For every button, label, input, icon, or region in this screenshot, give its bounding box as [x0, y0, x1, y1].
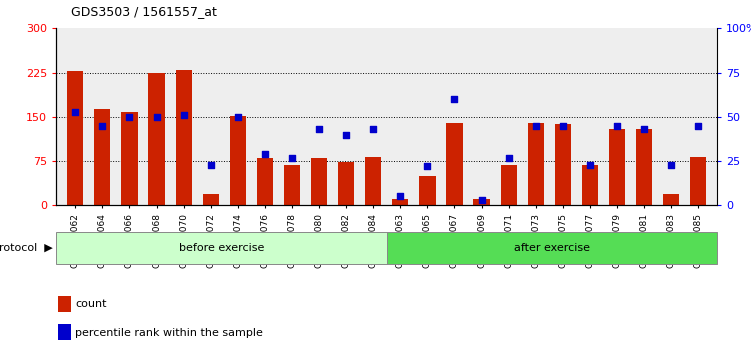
Bar — [419, 176, 436, 205]
Bar — [176, 70, 192, 205]
Bar — [663, 194, 680, 205]
Point — [502, 155, 514, 160]
Bar — [56, 232, 387, 264]
Bar — [500, 165, 517, 205]
Bar — [473, 199, 490, 205]
Bar — [365, 157, 382, 205]
Point — [178, 112, 190, 118]
Point — [150, 114, 162, 120]
Bar — [257, 158, 273, 205]
Bar — [122, 112, 137, 205]
Point — [340, 132, 352, 137]
Bar — [636, 129, 652, 205]
Bar — [528, 123, 544, 205]
Bar — [94, 109, 110, 205]
Bar — [203, 194, 219, 205]
Point — [529, 123, 541, 129]
Point — [232, 114, 244, 120]
Point — [611, 123, 623, 129]
Point — [69, 109, 81, 114]
Point — [123, 114, 135, 120]
Point — [584, 162, 596, 167]
Point — [665, 162, 677, 167]
Text: after exercise: after exercise — [514, 243, 590, 253]
Point — [394, 194, 406, 199]
Point — [259, 151, 271, 157]
Point — [448, 96, 460, 102]
Text: GDS3503 / 1561557_at: GDS3503 / 1561557_at — [71, 5, 217, 18]
Bar — [392, 199, 409, 205]
Bar — [230, 116, 246, 205]
Bar — [311, 158, 327, 205]
Bar — [284, 165, 300, 205]
Point — [638, 126, 650, 132]
Text: count: count — [75, 299, 107, 309]
Point — [313, 126, 325, 132]
Point — [205, 162, 217, 167]
Bar — [67, 71, 83, 205]
Bar — [149, 73, 164, 205]
Bar — [387, 232, 717, 264]
Point — [367, 126, 379, 132]
Text: protocol  ▶: protocol ▶ — [0, 243, 53, 253]
Text: percentile rank within the sample: percentile rank within the sample — [75, 328, 263, 338]
Bar — [338, 162, 354, 205]
Bar — [555, 124, 571, 205]
Point — [556, 123, 569, 129]
Bar — [446, 123, 463, 205]
Point — [421, 164, 433, 169]
Bar — [609, 129, 625, 205]
Point — [96, 123, 108, 129]
Bar — [582, 165, 598, 205]
Point — [286, 155, 298, 160]
Point — [475, 197, 487, 203]
Point — [692, 123, 704, 129]
Text: before exercise: before exercise — [179, 243, 264, 253]
Bar — [690, 157, 707, 205]
